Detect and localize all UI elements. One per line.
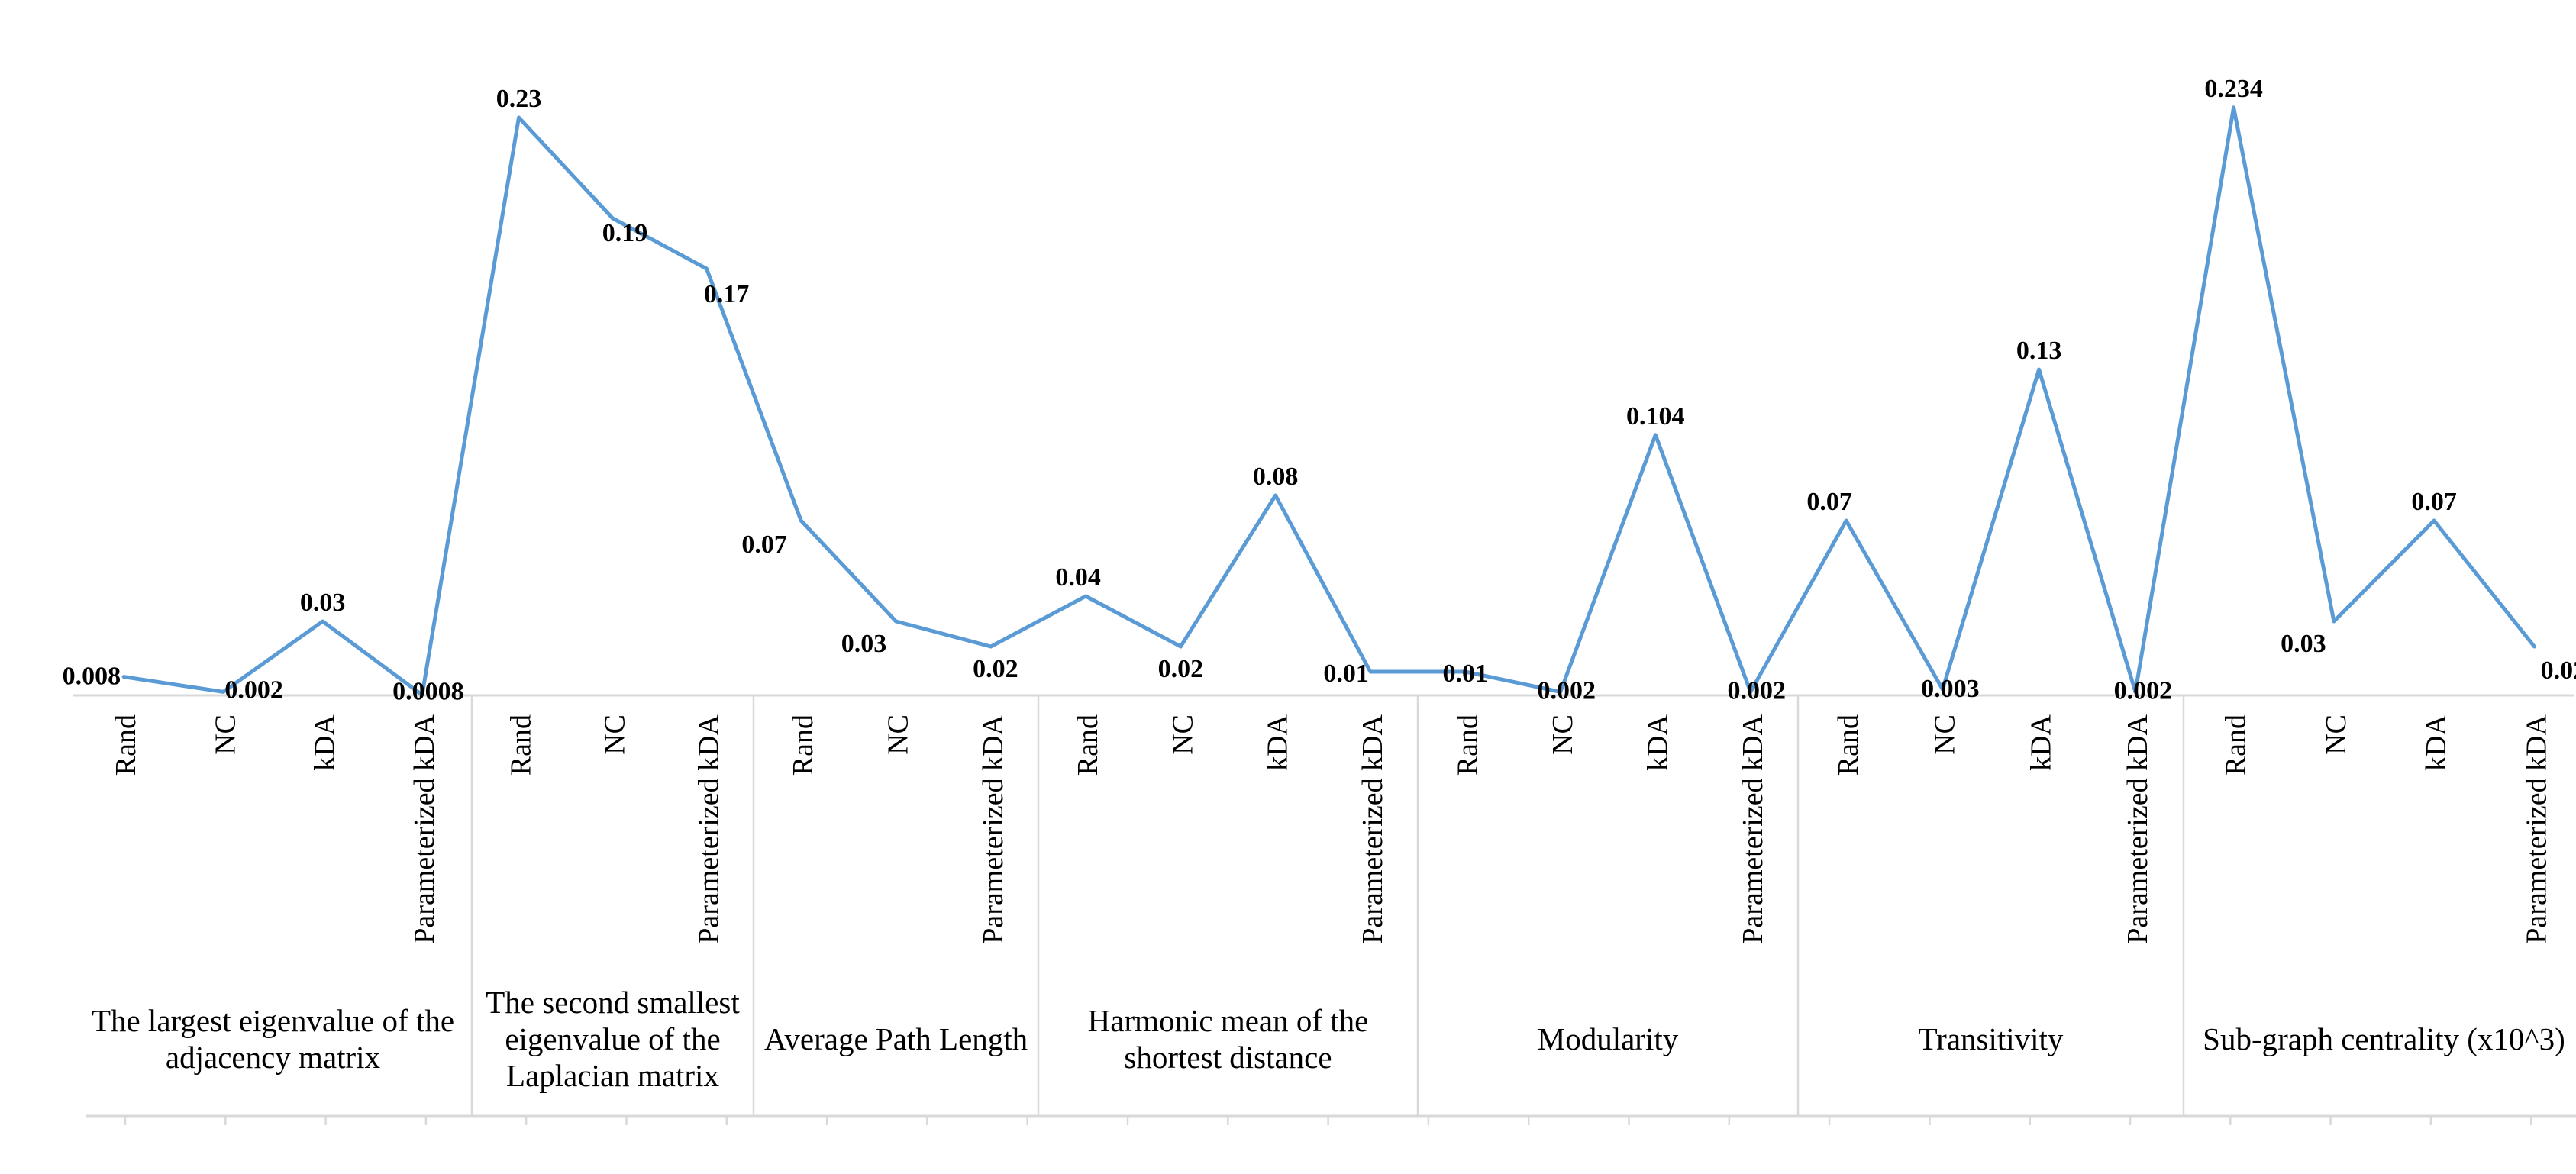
data-point-value-label: 0.03 (2281, 630, 2326, 658)
category-label: NC (2320, 714, 2352, 755)
category-label: NC (1547, 714, 1579, 755)
data-point-value-label: 0.0008 (392, 677, 464, 705)
category-label: NC (1167, 714, 1199, 755)
data-point-value-label: 0.07 (1806, 488, 1852, 516)
category-label: kDA (1262, 714, 1294, 770)
group-title: adjacency matrix (166, 1040, 380, 1075)
data-point-value-label: 0.002 (2114, 676, 2173, 705)
data-point-value-label: 0.003 (1921, 675, 1980, 703)
category-label: Parameterized kDA (1357, 714, 1389, 943)
data-point-value-label: 0.008 (63, 663, 121, 691)
category-label: Rand (787, 714, 819, 776)
category-label: Rand (1832, 714, 1864, 776)
data-point-value-label: 0.02 (1158, 655, 1204, 683)
category-label: kDA (2026, 714, 2058, 770)
data-point-value-label: 0.08 (1253, 463, 1299, 491)
data-point-value-label: 0.03 (300, 589, 346, 617)
data-point-value-label: 0.07 (741, 531, 787, 559)
category-label: NC (209, 714, 241, 755)
category-label: NC (1929, 714, 1961, 755)
category-label: Rand (1072, 714, 1104, 776)
category-label: Rand (505, 714, 537, 776)
line-chart-figure: 0.008 0.002 0.03 0.0008 0.23 0.19 0.17 0.07 0.03… (31, 12, 2576, 1162)
category-label: Parameterized kDA (2520, 714, 2552, 943)
data-point-value-label: 0.02 (973, 655, 1018, 683)
data-series-line (121, 105, 2536, 697)
data-point-value-label: 0.002 (1728, 676, 1787, 705)
data-point-value-label: 0.104 (1626, 402, 1685, 431)
category-label: Rand (110, 714, 142, 776)
data-point-value-label: 0.13 (2016, 337, 2062, 365)
category-label: NC (599, 714, 631, 755)
group-title: shortest distance (1124, 1040, 1332, 1075)
category-label: Parameterized kDA (408, 714, 441, 943)
category-label: kDA (2420, 714, 2452, 770)
category-label: Rand (2220, 714, 2252, 776)
group-title: The largest eigenvalue of the (92, 1003, 454, 1038)
data-point-value-label: 0.234 (2204, 75, 2263, 103)
data-point-value-label: 0.17 (704, 280, 750, 308)
data-point-value-label: 0.01 (1443, 660, 1489, 688)
group-title: Harmonic mean of the (1088, 1003, 1369, 1038)
data-point-value-label: 0.04 (1055, 563, 1101, 592)
data-point-value-label: 0.03 (841, 630, 887, 658)
group-title: Laplacian matrix (506, 1058, 719, 1093)
data-point-value-label: 0.002 (1538, 676, 1596, 705)
category-label: Parameterized kDA (1737, 714, 1769, 943)
data-point-value-label: 0.002 (224, 676, 283, 704)
data-point-value-label: 0.19 (602, 219, 648, 247)
category-label: Parameterized kDA (977, 714, 1009, 943)
category-label: Parameterized kDA (2122, 714, 2154, 943)
group-title: Sub-graph centrality (x10^3) (2203, 1021, 2565, 1056)
line-chart: 0.008 0.002 0.03 0.0008 0.23 0.19 0.17 0.07 0.03… (31, 12, 2576, 1162)
category-label: kDA (1641, 714, 1674, 770)
category-label: kDA (309, 714, 341, 770)
data-point-value-label: 0.07 (2411, 488, 2457, 516)
data-point-value-label: 0.02 (2541, 656, 2576, 685)
group-title: Average Path Length (764, 1021, 1028, 1056)
data-point-value-label: 0.23 (496, 85, 542, 113)
category-label: Rand (1451, 714, 1483, 776)
group-title: The second smallest (486, 985, 740, 1020)
category-label: NC (883, 714, 915, 755)
data-point-value-label: 0.01 (1323, 660, 1369, 688)
group-title: eigenvalue of the (505, 1021, 720, 1056)
group-title: Modularity (1538, 1021, 1679, 1056)
group-title: Transitivity (1919, 1021, 2064, 1056)
category-label: Parameterized kDA (693, 714, 725, 943)
chart-background (31, 12, 2576, 1162)
